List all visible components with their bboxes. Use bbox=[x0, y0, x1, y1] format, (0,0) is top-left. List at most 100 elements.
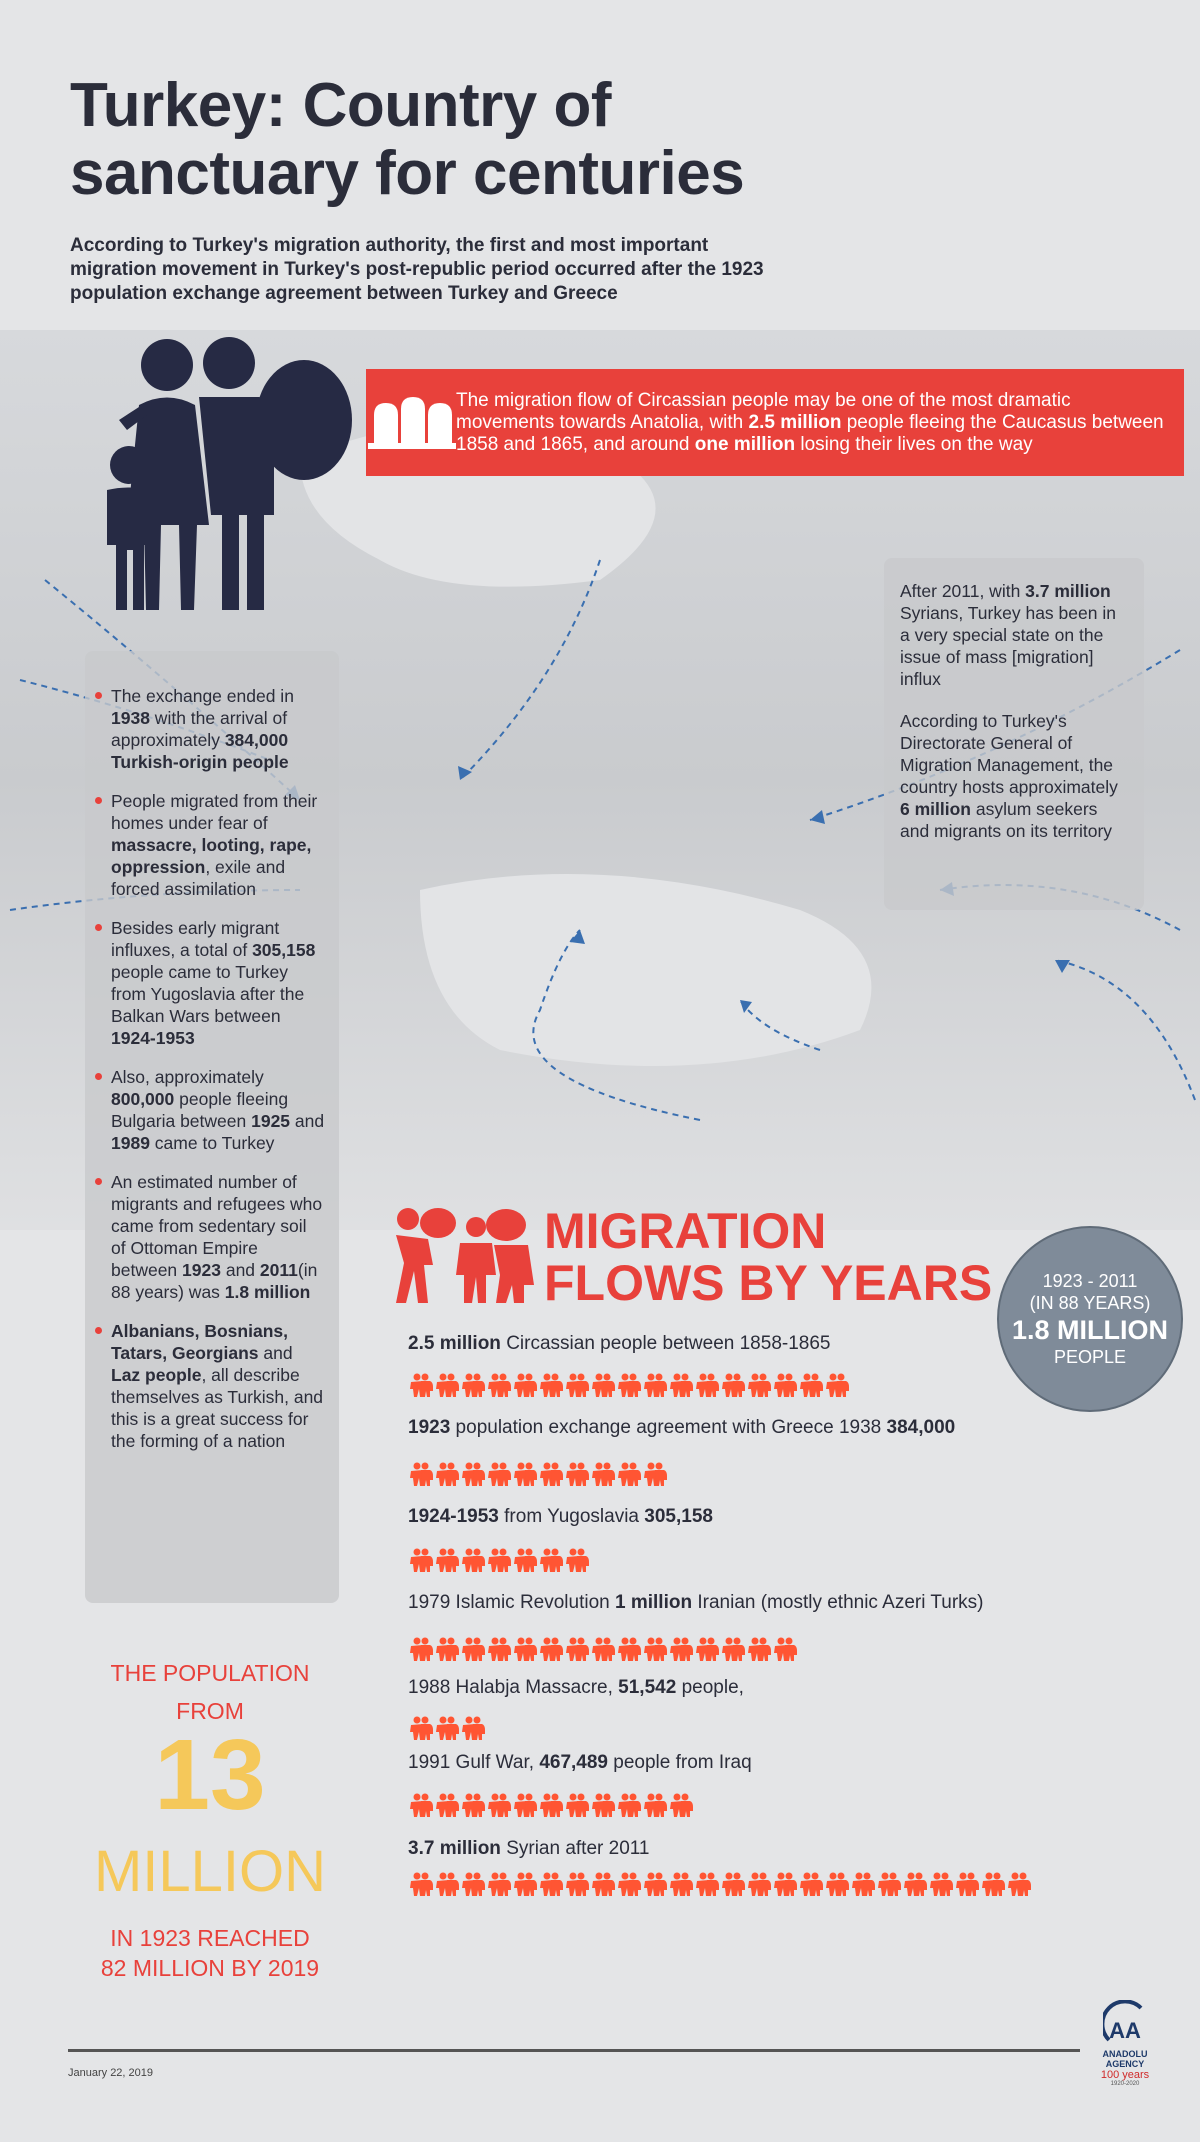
text-segment: Iranian (mostly ethnic Azeri Turks) bbox=[692, 1592, 984, 1613]
person-icon bbox=[592, 1462, 615, 1486]
person-icon bbox=[488, 1637, 511, 1661]
flow-icon-row bbox=[410, 1637, 797, 1661]
person-icon bbox=[800, 1373, 823, 1397]
text-segment: Syrians, Turkey has been in a very speci… bbox=[900, 603, 1116, 689]
person-icon bbox=[644, 1872, 667, 1896]
person-icon bbox=[540, 1793, 563, 1817]
person-icon bbox=[436, 1872, 459, 1896]
flow-label: 1991 Gulf War, 467,489 people from Iraq bbox=[408, 1752, 752, 1774]
text-segment: population exchange agreement with Greec… bbox=[450, 1417, 887, 1438]
person-icon bbox=[618, 1872, 641, 1896]
person-icon bbox=[774, 1637, 797, 1661]
fact-paragraph: After 2011, with 3.7 million Syrians, Tu… bbox=[900, 580, 1128, 690]
population-million: MILLION bbox=[93, 1839, 327, 1904]
person-icon bbox=[488, 1793, 511, 1817]
person-icon bbox=[514, 1637, 537, 1661]
migration-flows-title: MIGRATION FLOWS BY YEARS bbox=[544, 1205, 992, 1309]
person-icon bbox=[540, 1373, 563, 1397]
fact-item: People migrated from their homes under f… bbox=[95, 790, 325, 900]
person-icon bbox=[1008, 1872, 1031, 1896]
person-icon bbox=[644, 1373, 667, 1397]
person-icon bbox=[462, 1872, 485, 1896]
text-segment: 1979 Islamic Revolution bbox=[408, 1592, 615, 1613]
fact-paragraph: According to Turkey's Directorate Genera… bbox=[900, 710, 1128, 842]
text-segment: 1989 bbox=[111, 1133, 150, 1153]
person-icon bbox=[540, 1462, 563, 1486]
person-icon bbox=[748, 1872, 771, 1896]
text-segment: The migration flow of Circassian people … bbox=[456, 389, 1071, 433]
person-icon bbox=[696, 1872, 719, 1896]
person-icon bbox=[618, 1462, 641, 1486]
family-icon bbox=[107, 337, 352, 610]
text-segment: with the arrival of approximately bbox=[111, 708, 288, 750]
person-icon bbox=[930, 1872, 953, 1896]
person-icon bbox=[618, 1793, 641, 1817]
text-segment: 1988 Halabja Massacre, bbox=[408, 1677, 619, 1698]
person-icon bbox=[696, 1373, 719, 1397]
person-icon bbox=[774, 1373, 797, 1397]
text-segment: 2.5 million bbox=[408, 1333, 501, 1354]
mediterranean-sea bbox=[420, 874, 872, 1066]
person-icon bbox=[644, 1462, 667, 1486]
person-icon bbox=[878, 1872, 901, 1896]
text-segment: 1923 bbox=[408, 1417, 451, 1438]
text-segment: 800,000 bbox=[111, 1089, 175, 1109]
text-segment: 305,158 bbox=[644, 1506, 713, 1527]
fact-item: Besides early migrant influxes, a total … bbox=[95, 917, 325, 1049]
person-icon bbox=[436, 1716, 459, 1740]
text-segment: (in 88 years) was bbox=[111, 1260, 318, 1302]
flow-label: 1979 Islamic Revolution 1 million Irania… bbox=[408, 1592, 984, 1614]
person-icon bbox=[540, 1637, 563, 1661]
text-segment: 1924-1953 bbox=[408, 1506, 499, 1527]
text-segment: An estimated number of migrants and refu… bbox=[111, 1172, 323, 1280]
text-segment: 1923 bbox=[182, 1260, 221, 1280]
fact-item: Albanians, Bosnians, Tatars, Georgians a… bbox=[95, 1320, 325, 1452]
circle-unit: PEOPLE bbox=[1053, 1347, 1127, 1367]
flow-label: 1923 population exchange agreement with … bbox=[408, 1417, 955, 1439]
person-icon bbox=[644, 1793, 667, 1817]
person-icon bbox=[462, 1793, 485, 1817]
person-icon bbox=[566, 1793, 589, 1817]
text-segment: people fleeing the Caucasus between 1858… bbox=[456, 411, 1164, 455]
text-segment: 1925 bbox=[251, 1111, 291, 1131]
text-segment: people fleeing Bulgaria between bbox=[111, 1089, 289, 1131]
text-segment: and bbox=[220, 1260, 260, 1280]
text-segment: from Yugoslavia bbox=[498, 1506, 645, 1527]
footer-divider bbox=[68, 2049, 1080, 2052]
fact-item: The exchange ended in 1938 with the arri… bbox=[95, 685, 325, 773]
person-icon bbox=[722, 1373, 745, 1397]
text-segment: 1.8 million bbox=[224, 1282, 311, 1302]
flow-icon-row bbox=[410, 1462, 667, 1486]
text-segment: 2011 bbox=[259, 1260, 298, 1280]
text-segment: Laz people bbox=[111, 1365, 202, 1385]
text-segment: 3.7 million bbox=[408, 1838, 501, 1859]
person-icon bbox=[904, 1872, 927, 1896]
circle-total: 1.8 MILLION bbox=[1011, 1315, 1168, 1345]
text-segment: and bbox=[290, 1111, 325, 1131]
text-segment: 3.7 million bbox=[1025, 581, 1111, 601]
person-icon bbox=[618, 1637, 641, 1661]
subtitle: According to Turkey's migration authorit… bbox=[70, 235, 764, 304]
page-title: Turkey: Country of sanctuary for centuri… bbox=[70, 71, 745, 208]
person-icon bbox=[670, 1637, 693, 1661]
left-info-panel: The exchange ended in 1938 with the arri… bbox=[85, 651, 339, 1603]
text-segment: losing their lives on the way bbox=[795, 433, 1033, 455]
flow-label: 2.5 million Circassian people between 18… bbox=[408, 1333, 830, 1355]
circassian-banner: The migration flow of Circassian people … bbox=[366, 369, 1184, 476]
person-icon bbox=[592, 1637, 615, 1661]
flow-icon-row bbox=[410, 1716, 485, 1740]
person-icon bbox=[800, 1872, 823, 1896]
person-icon bbox=[436, 1373, 459, 1397]
person-icon bbox=[982, 1872, 1005, 1896]
person-icon bbox=[410, 1872, 433, 1896]
person-icon bbox=[592, 1373, 615, 1397]
total-circle: 1923 - 2011 (IN 88 YEARS) 1.8 MILLION PE… bbox=[997, 1226, 1183, 1412]
person-icon bbox=[826, 1373, 849, 1397]
text-segment: 2.5 million bbox=[748, 411, 842, 433]
flow-icon-row bbox=[410, 1793, 693, 1817]
person-icon bbox=[514, 1373, 537, 1397]
population-line-4: 82 MILLION BY 2019 bbox=[100, 1955, 320, 1981]
circle-years: 1923 - 2011 bbox=[1042, 1271, 1138, 1291]
banner-text: The migration flow of Circassian people … bbox=[456, 390, 1184, 456]
flow-icon-row bbox=[410, 1872, 1031, 1896]
